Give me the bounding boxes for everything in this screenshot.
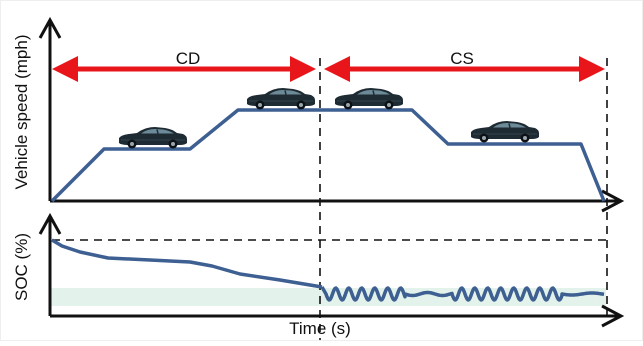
- soc-cs-oscillation: [320, 286, 605, 302]
- car-icon: [470, 120, 540, 144]
- car-icon: [118, 126, 188, 150]
- vehicle-speed-trace: [50, 108, 606, 203]
- car-icon: [246, 87, 316, 111]
- bottom-axes: [38, 212, 625, 328]
- cd-range-arrow: [52, 56, 316, 82]
- y-axis-label-speed: Vehicle speed (mph): [12, 35, 31, 190]
- cd-label: CD: [176, 49, 201, 68]
- y-axis-label-soc: SOC (%): [12, 233, 31, 301]
- car-icon: [334, 87, 404, 111]
- x-axis-label: Time (s): [289, 319, 351, 338]
- top-axes: [38, 16, 625, 213]
- cs-range-arrow: [324, 56, 605, 82]
- soc-trace: [51, 238, 323, 289]
- cs-label: CS: [450, 49, 474, 68]
